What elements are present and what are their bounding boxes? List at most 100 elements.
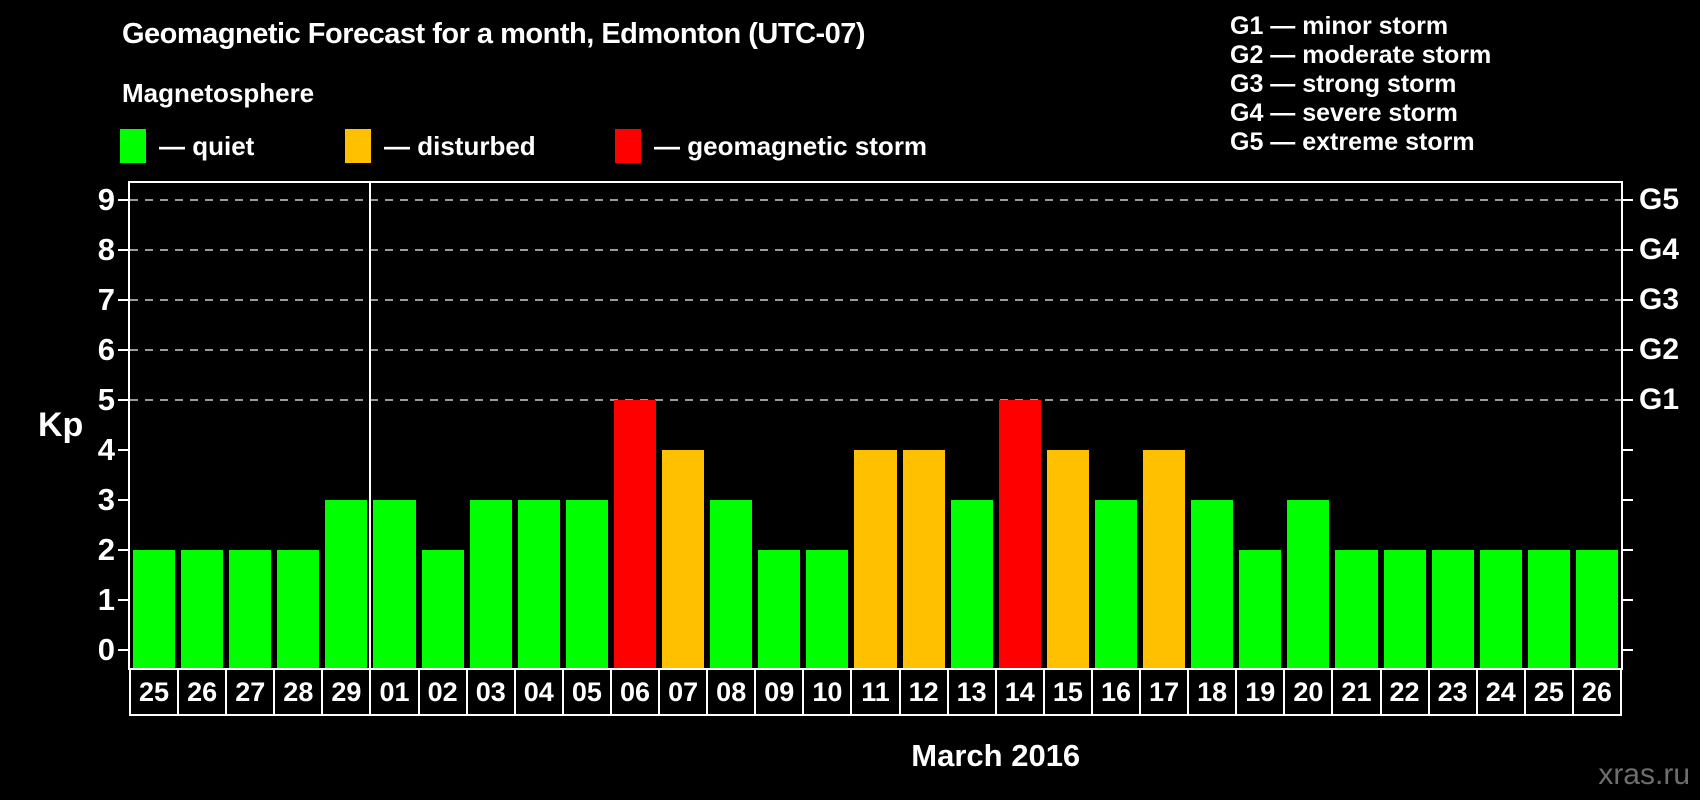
day-cell-mar-25: 25 bbox=[1523, 668, 1574, 716]
day-cell-mar-18: 18 bbox=[1187, 668, 1238, 716]
left-tick-kp-9 bbox=[118, 199, 129, 201]
right-axis-label-g1: G1 bbox=[1639, 383, 1680, 416]
left-tick-kp-8 bbox=[118, 249, 129, 251]
legend-label-quiet: — quiet bbox=[159, 130, 255, 161]
bar-mar-10 bbox=[806, 550, 849, 668]
y-axis-label-8: 8 bbox=[97, 232, 115, 267]
day-cell-feb-27: 27 bbox=[225, 668, 276, 716]
legend-item-storm: — geomagnetic storm bbox=[615, 128, 927, 164]
right-tick-kp-0 bbox=[1622, 649, 1633, 651]
right-axis-label-g5: G5 bbox=[1639, 183, 1680, 216]
y-axis-label-2: 2 bbox=[97, 532, 115, 567]
day-cell-mar-04: 04 bbox=[513, 668, 564, 716]
x-axis-title: March 2016 bbox=[911, 738, 1081, 773]
y-axis-label-6: 6 bbox=[97, 332, 115, 367]
bar-mar-12 bbox=[902, 450, 945, 668]
right-tick-kp-7 bbox=[1622, 299, 1633, 301]
bar-mar-07 bbox=[662, 450, 705, 668]
right-tick-kp-8 bbox=[1622, 249, 1633, 251]
right-tick-kp-9 bbox=[1622, 199, 1633, 201]
gridline-kp-5 bbox=[130, 399, 1621, 401]
day-cell-mar-22: 22 bbox=[1379, 668, 1430, 716]
bar-feb-26 bbox=[181, 550, 224, 668]
bar-mar-20 bbox=[1287, 500, 1330, 668]
y-axis-label-9: 9 bbox=[97, 182, 115, 217]
y-axis-label-1: 1 bbox=[97, 582, 115, 617]
day-cell-mar-15: 15 bbox=[1042, 668, 1093, 716]
day-cell-feb-26: 26 bbox=[177, 668, 228, 716]
bar-mar-13 bbox=[950, 500, 993, 668]
day-cell-mar-19: 19 bbox=[1235, 668, 1286, 716]
day-cell-mar-16: 16 bbox=[1090, 668, 1142, 716]
legend-label-storm: — geomagnetic storm bbox=[654, 130, 928, 161]
month-separator-line bbox=[369, 183, 372, 668]
bar-mar-02 bbox=[421, 550, 464, 668]
g-legend-line-g4: G4 — severe storm bbox=[1230, 99, 1458, 127]
left-tick-kp-1 bbox=[118, 599, 129, 601]
day-cell-mar-14: 14 bbox=[994, 668, 1045, 716]
left-tick-kp-4 bbox=[118, 449, 129, 451]
day-cell-mar-06: 06 bbox=[609, 668, 661, 716]
y-axis-label-3: 3 bbox=[97, 482, 115, 517]
day-cell-mar-08: 08 bbox=[706, 668, 757, 716]
bar-mar-26 bbox=[1575, 550, 1618, 668]
right-tick-kp-5 bbox=[1622, 399, 1633, 401]
kp-axis-label: Kp bbox=[38, 406, 84, 444]
left-tick-kp-0 bbox=[118, 649, 129, 651]
left-tick-kp-7 bbox=[118, 299, 129, 301]
day-cell-mar-10: 10 bbox=[802, 668, 853, 716]
day-cell-mar-05: 05 bbox=[561, 668, 612, 716]
day-cell-mar-12: 12 bbox=[898, 668, 949, 716]
bar-mar-18 bbox=[1191, 500, 1234, 668]
y-axis-label-5: 5 bbox=[97, 382, 115, 417]
day-cell-mar-09: 09 bbox=[754, 668, 805, 716]
day-cell-mar-13: 13 bbox=[946, 668, 997, 716]
day-cell-mar-11: 11 bbox=[850, 668, 901, 716]
chart-plot-area bbox=[128, 181, 1623, 670]
day-cell-mar-02: 02 bbox=[417, 668, 468, 716]
y-axis-label-0: 0 bbox=[97, 632, 115, 667]
gridline-kp-8 bbox=[130, 249, 1621, 251]
day-cell-feb-28: 28 bbox=[273, 668, 324, 716]
g-legend-line-g1: G1 — minor storm bbox=[1230, 12, 1449, 40]
disturbed-swatch-icon bbox=[345, 129, 371, 163]
right-axis-label-g2: G2 bbox=[1639, 333, 1680, 366]
watermark: xras.ru bbox=[1598, 758, 1690, 791]
page-title: Geomagnetic Forecast for a month, Edmont… bbox=[122, 18, 866, 50]
bar-mar-06 bbox=[613, 400, 657, 668]
bar-mar-05 bbox=[565, 500, 608, 668]
y-axis-label-4: 4 bbox=[97, 432, 115, 467]
legend-label-disturbed: — disturbed bbox=[384, 130, 536, 161]
right-tick-kp-2 bbox=[1622, 549, 1633, 551]
bar-mar-16 bbox=[1094, 500, 1138, 668]
bar-mar-08 bbox=[710, 500, 753, 668]
right-axis-label-g3: G3 bbox=[1639, 283, 1680, 316]
bar-feb-25 bbox=[133, 550, 176, 668]
day-cell-feb-29: 29 bbox=[321, 668, 372, 716]
magnetosphere-heading: Magnetosphere bbox=[122, 78, 315, 108]
bar-mar-09 bbox=[758, 550, 801, 668]
gridline-kp-9 bbox=[130, 199, 1621, 201]
bar-mar-17 bbox=[1143, 450, 1186, 668]
right-tick-kp-1 bbox=[1622, 599, 1633, 601]
left-tick-kp-3 bbox=[118, 499, 129, 501]
legend-item-quiet: — quiet bbox=[120, 128, 254, 164]
day-cell-mar-03: 03 bbox=[465, 668, 516, 716]
right-tick-kp-6 bbox=[1622, 349, 1633, 351]
bar-mar-19 bbox=[1239, 550, 1282, 668]
legend-item-disturbed: — disturbed bbox=[345, 128, 536, 164]
day-cell-mar-26: 26 bbox=[1571, 668, 1622, 716]
bar-mar-22 bbox=[1383, 550, 1426, 668]
bar-mar-04 bbox=[517, 500, 560, 668]
day-cell-mar-07: 07 bbox=[658, 668, 709, 716]
day-cell-mar-21: 21 bbox=[1331, 668, 1382, 716]
bar-mar-25 bbox=[1527, 550, 1570, 668]
bar-feb-29 bbox=[325, 500, 368, 668]
bar-mar-14 bbox=[998, 400, 1041, 668]
bar-mar-24 bbox=[1479, 550, 1522, 668]
day-cell-mar-24: 24 bbox=[1475, 668, 1526, 716]
day-cell-mar-17: 17 bbox=[1139, 668, 1190, 716]
right-tick-kp-4 bbox=[1622, 449, 1633, 451]
day-cell-mar-23: 23 bbox=[1427, 668, 1478, 716]
